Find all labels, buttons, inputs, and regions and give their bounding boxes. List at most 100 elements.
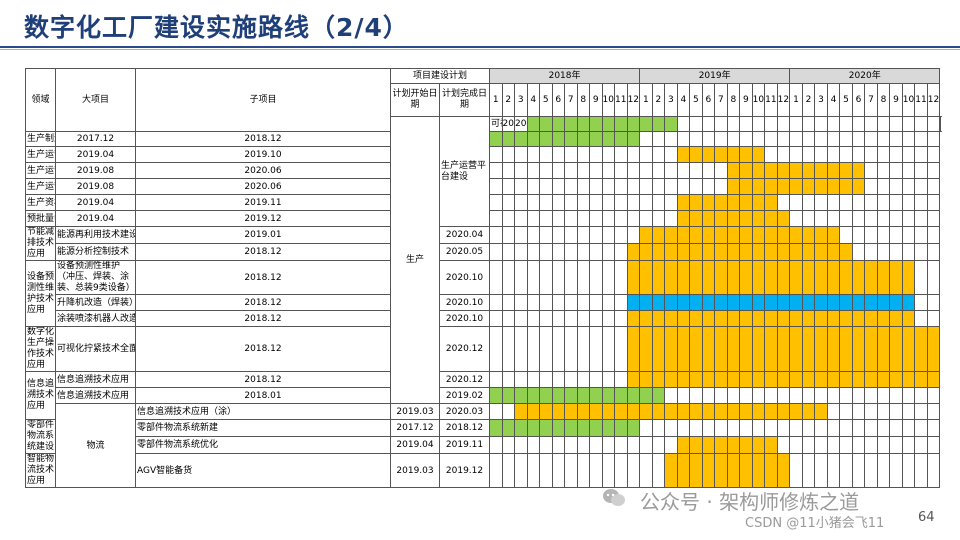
gantt-bar-cell — [689, 260, 703, 295]
gantt-bar-cell — [639, 387, 653, 404]
gantt-bar-cell — [776, 243, 791, 261]
gantt-empty-cell — [914, 194, 928, 211]
gantt-bar-cell — [676, 210, 691, 227]
gantt-bar-cell — [776, 403, 791, 420]
gantt-bar-cell — [751, 226, 766, 244]
sub-project-cell: 生产运营平台建设（冲压、焊装） — [25, 162, 56, 179]
gantt-row: 升降机改造（焊装） 2018.12 2020.10 — [26, 294, 941, 311]
gantt-bar-cell — [576, 116, 590, 132]
gantt-bar-cell — [814, 162, 828, 179]
gantt-bar-cell — [564, 116, 578, 132]
gantt-empty-cell — [664, 131, 678, 147]
gantt-empty-cell — [789, 131, 803, 147]
gantt-empty-cell — [651, 453, 666, 488]
gantt-empty-cell — [776, 387, 791, 404]
gantt-empty-cell — [526, 146, 540, 163]
gantt-bar-cell — [764, 453, 778, 488]
gantt-empty-cell — [539, 371, 553, 388]
gantt-empty-cell — [864, 178, 878, 195]
gantt-empty-cell — [564, 371, 578, 388]
month-header: 12 — [926, 83, 941, 117]
year-header: 2019年 — [639, 68, 791, 84]
gantt-bar-cell — [626, 403, 641, 420]
start-date-cell: 2017.12 — [390, 419, 440, 437]
gantt-empty-cell — [526, 436, 540, 454]
gantt-bar-cell — [701, 210, 716, 227]
end-date-cell: 2020.05 — [438, 243, 491, 261]
gantt-empty-cell — [589, 436, 603, 454]
gantt-bar-cell — [714, 326, 728, 372]
gantt-empty-cell — [676, 131, 691, 147]
gantt-bar-cell — [751, 326, 766, 372]
gantt-empty-cell — [876, 178, 891, 195]
gantt-empty-cell — [651, 194, 666, 211]
gantt-bar-cell — [814, 243, 828, 261]
gantt-empty-cell — [714, 162, 728, 179]
gantt-bar-cell — [626, 419, 641, 437]
gantt-empty-cell — [926, 387, 941, 404]
gantt-bar-cell — [764, 310, 778, 327]
gantt-bar-cell — [701, 403, 716, 420]
gantt-empty-cell — [901, 226, 916, 244]
end-date-cell: 2020.03 — [438, 403, 491, 420]
gantt-empty-cell — [839, 226, 853, 244]
gantt-empty-cell — [589, 178, 603, 195]
gantt-empty-cell — [764, 116, 778, 132]
gantt-bar-cell — [639, 243, 653, 261]
gantt-empty-cell — [589, 326, 603, 372]
gantt-bar-cell — [726, 210, 741, 227]
gantt-bar-cell — [501, 419, 515, 437]
gantt-bar-cell — [726, 260, 741, 295]
header-start: 计划开始日期 — [390, 83, 440, 117]
gantt-empty-cell — [576, 260, 590, 295]
gantt-row: 智能物流技术应用 AGV智能备货 2019.03 2019.12 — [25, 453, 941, 488]
gantt-empty-cell — [689, 131, 703, 147]
gantt-bar-cell — [639, 294, 653, 311]
gantt-bar-cell — [551, 403, 565, 420]
gantt-bar-cell — [664, 403, 678, 420]
gantt-empty-cell — [601, 453, 615, 488]
gantt-empty-cell — [551, 436, 565, 454]
gantt-empty-cell — [514, 210, 528, 227]
gantt-empty-cell — [601, 146, 615, 163]
gantt-bar-cell — [776, 226, 791, 244]
sub-project-cell: 升降机改造（焊装） — [55, 294, 136, 311]
month-header: 8 — [576, 83, 590, 117]
gantt-empty-cell — [526, 243, 540, 261]
gantt-empty-cell — [589, 194, 603, 211]
gantt-empty-cell — [901, 419, 916, 437]
gantt-empty-cell — [839, 146, 853, 163]
gantt-bar-cell — [839, 178, 853, 195]
gantt-bar-cell — [801, 243, 816, 261]
gantt-row: 信息追溯技术应用（总装）2018.01 2019.02 — [26, 387, 941, 404]
gantt-empty-cell — [664, 178, 678, 195]
gantt-empty-cell — [764, 146, 778, 163]
start-date-cell: 2018.12 — [135, 371, 391, 388]
gantt-empty-cell — [551, 310, 565, 327]
gantt-bar-cell — [701, 194, 716, 211]
gantt-empty-cell — [614, 210, 628, 227]
gantt-bar-cell — [489, 131, 503, 147]
gantt-empty-cell — [889, 116, 903, 132]
gantt-empty-cell — [726, 419, 741, 437]
gantt-bar-cell — [776, 162, 791, 179]
gantt-bar-cell — [826, 371, 841, 388]
gantt-empty-cell — [576, 243, 590, 261]
gantt-empty-cell — [914, 243, 928, 261]
gantt-bar-cell — [701, 260, 716, 295]
gantt-empty-cell — [901, 194, 916, 211]
gantt-bar-cell — [501, 387, 515, 404]
roadmap-table: 领域 大项目 子项目 项目建设计划 2018年 2019年 2020年 计划开始日期 计划完成日… — [25, 68, 941, 488]
gantt-empty-cell — [551, 294, 565, 311]
gantt-bar-cell — [551, 116, 565, 132]
start-date-cell: 2019.01 — [135, 226, 391, 244]
gantt-empty-cell — [876, 419, 891, 437]
gantt-bar-cell — [664, 294, 678, 311]
gantt-bar-cell — [689, 326, 703, 372]
gantt-empty-cell — [539, 210, 553, 227]
major-cell: 设备预测性维护技术应用 — [25, 260, 56, 327]
gantt-bar-cell — [626, 371, 641, 388]
month-header: 1 — [639, 83, 653, 117]
gantt-empty-cell — [526, 326, 540, 372]
gantt-empty-cell — [689, 116, 703, 132]
